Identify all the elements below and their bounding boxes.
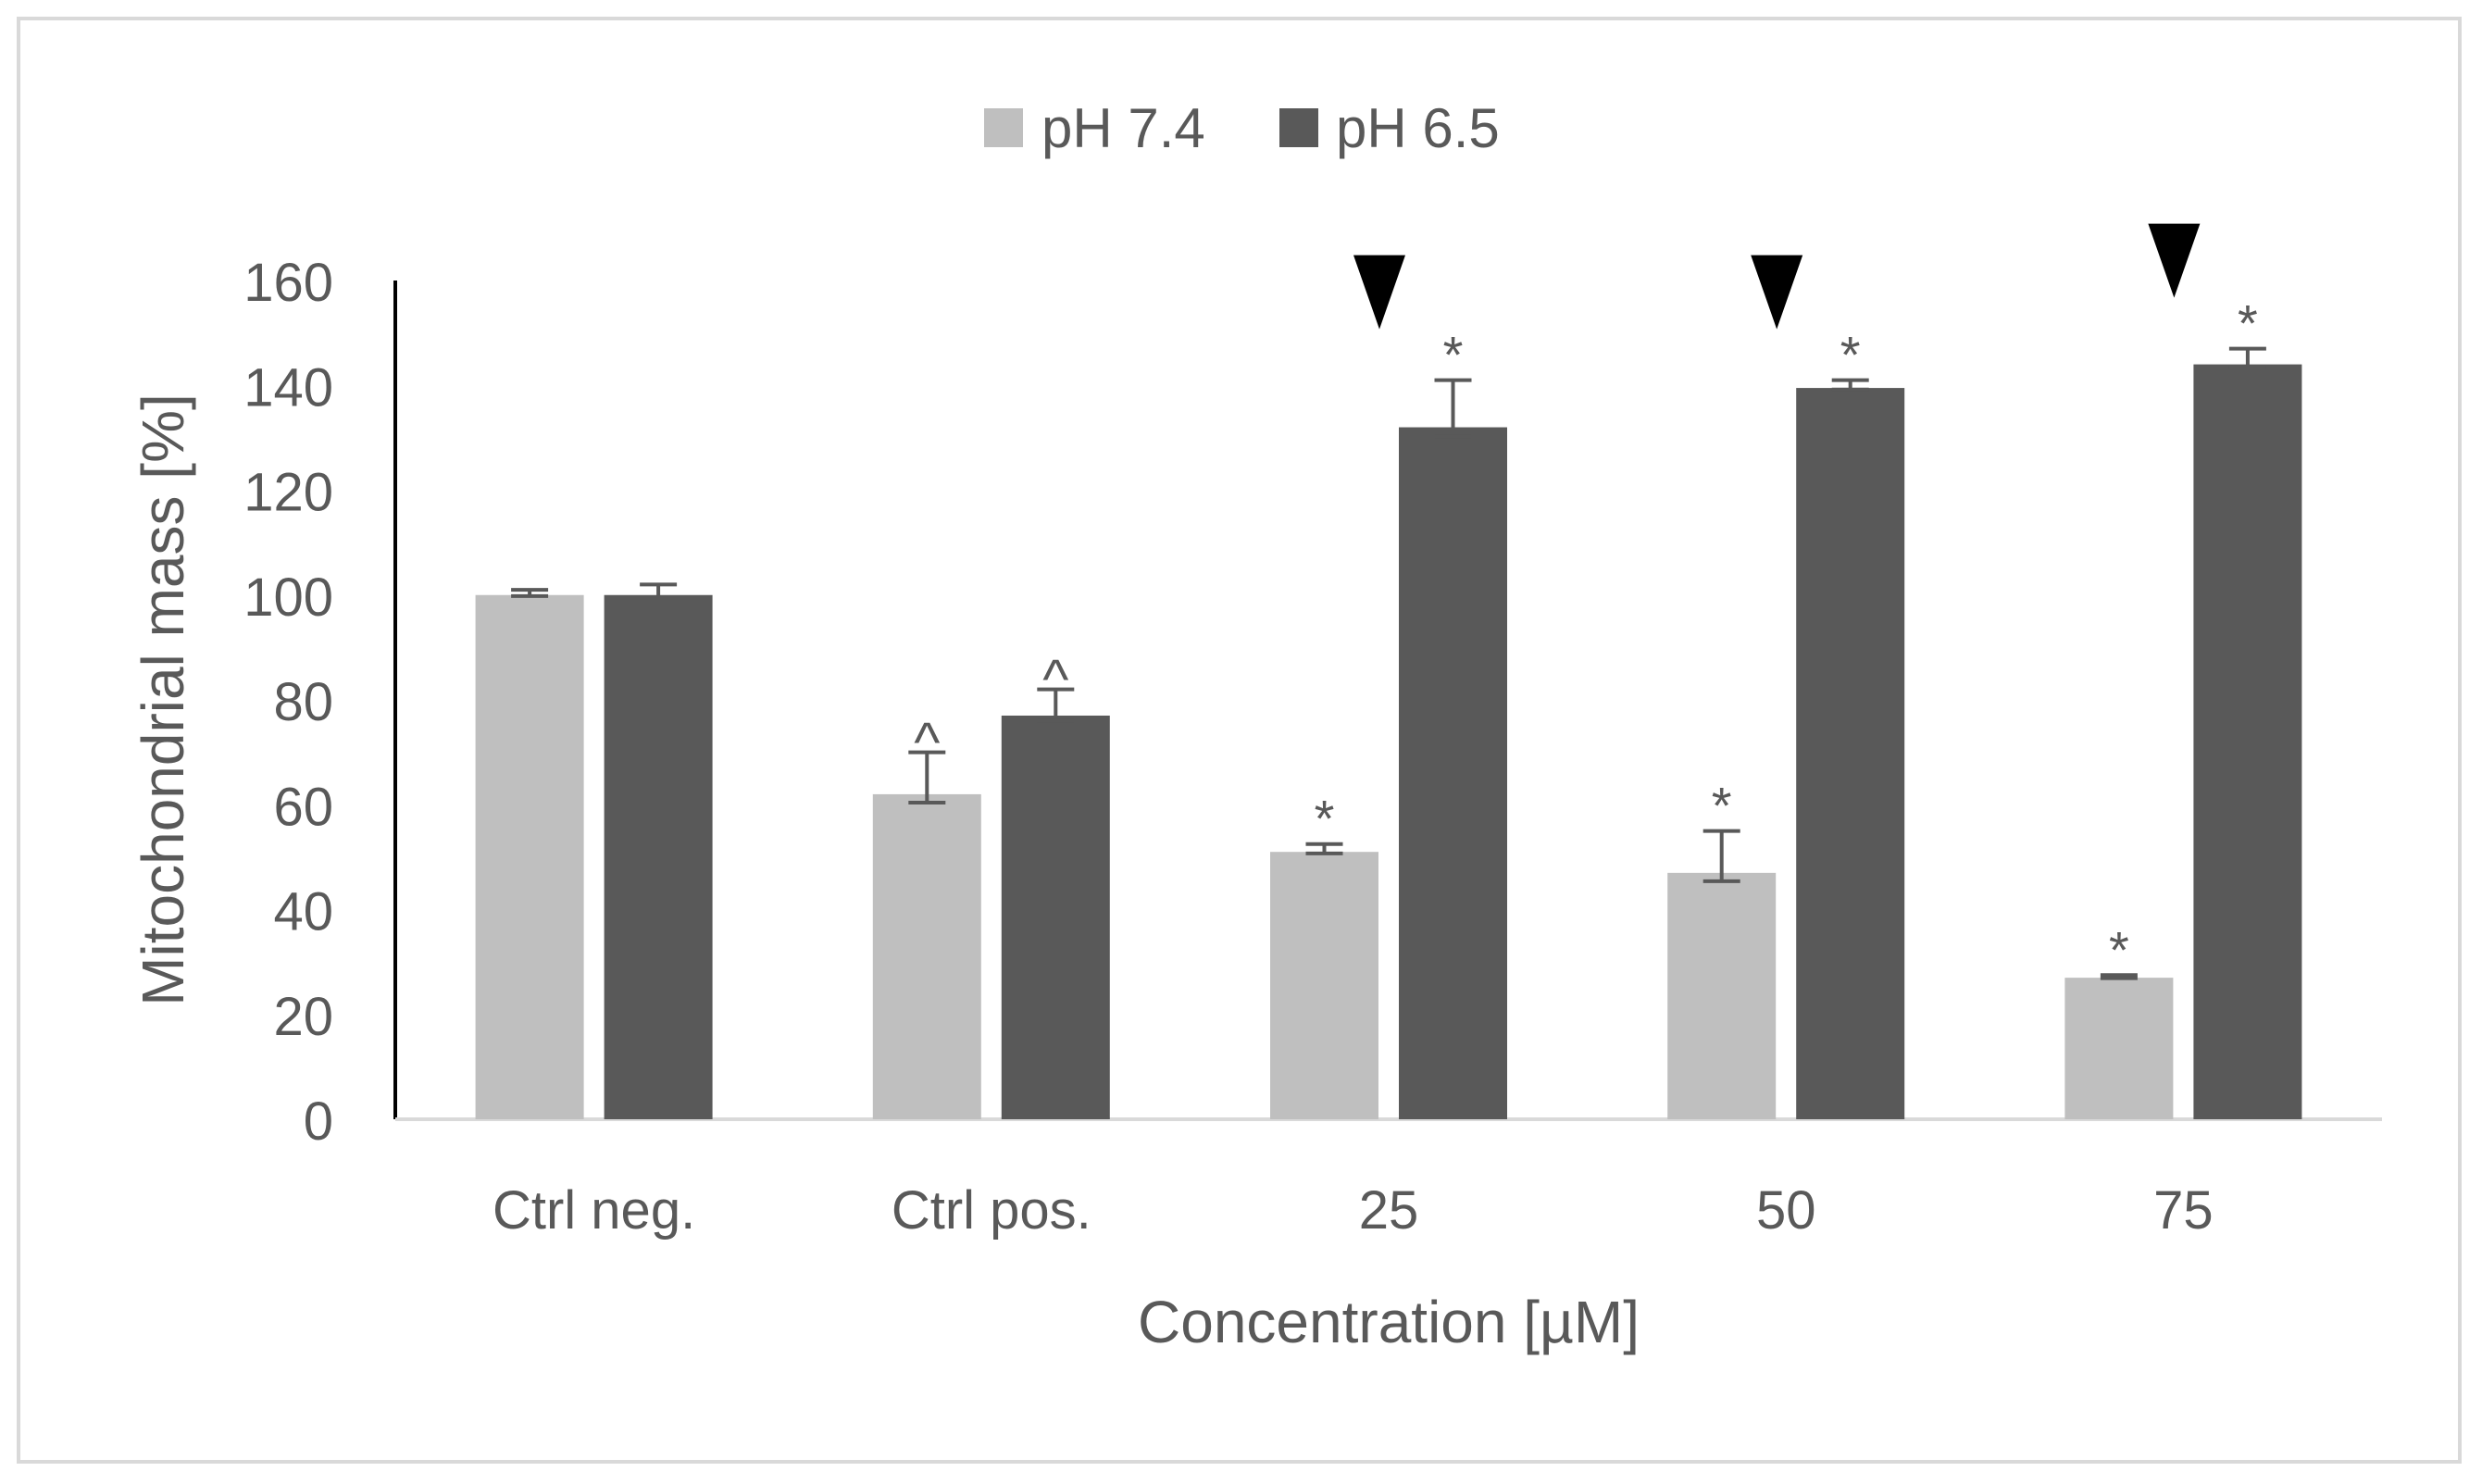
bar-ph74-2 [1270,852,1378,1119]
bar-ph74-1 [872,793,981,1119]
bar-ph65-0 [604,594,713,1119]
bar-ph74-3 [1667,872,1777,1119]
significance-marker: * [1712,777,1732,835]
arrow-marker [1751,255,1803,330]
bar-chart: 0 20 40 60 80 100 120 140 160 Mitochondrial mass … [130,97,2382,1355]
x-tick-label: Ctrl neg. [493,1180,695,1241]
y-tick-label: 20 [273,987,333,1047]
legend-swatch [984,108,1023,147]
x-axis-title: Concentration [µM] [1138,1289,1640,1355]
bar-ph65-1 [1001,715,1110,1119]
arrow-marker [2148,223,2201,298]
x-tick-label: 75 [2153,1180,2214,1241]
x-tick-label: Ctrl pos. [892,1180,1091,1241]
y-tick-label: 80 [273,672,333,732]
y-tick-label: 40 [273,882,333,942]
y-tick-label: 120 [243,463,333,523]
y-tick-label: 160 [243,253,333,313]
significance-marker: * [1443,326,1464,384]
y-tick-label: 60 [273,777,333,837]
bar-ph65-3 [1796,388,1905,1119]
y-tick-label: 100 [243,567,333,628]
significance-marker: * [2109,920,2129,979]
y-tick-label: 140 [243,357,333,418]
x-tick-label: 25 [1359,1180,1419,1241]
bar-ph74-4 [2064,978,2174,1119]
bar-ph74-0 [475,594,584,1119]
arrow-marker [1353,255,1405,330]
significance-marker: ^ [1042,649,1068,711]
legend-label: pH 6.5 [1336,97,1500,159]
significance-marker: * [1840,326,1861,384]
bar-ph65-2 [1399,427,1507,1119]
x-tick-label: 50 [1756,1180,1816,1241]
bar-ph65-4 [2193,364,2302,1120]
y-tick-label: 0 [304,1091,333,1152]
significance-marker: ^ [914,712,940,774]
significance-marker: * [2238,294,2258,353]
legend-label: pH 7.4 [1041,97,1205,159]
legend-swatch [1279,108,1318,147]
y-axis-title: Mitochondrial mass [%] [130,393,196,1006]
significance-marker: * [1315,790,1335,848]
chart-frame: 0 20 40 60 80 100 120 140 160 Mitochondrial mass … [17,17,2462,1464]
